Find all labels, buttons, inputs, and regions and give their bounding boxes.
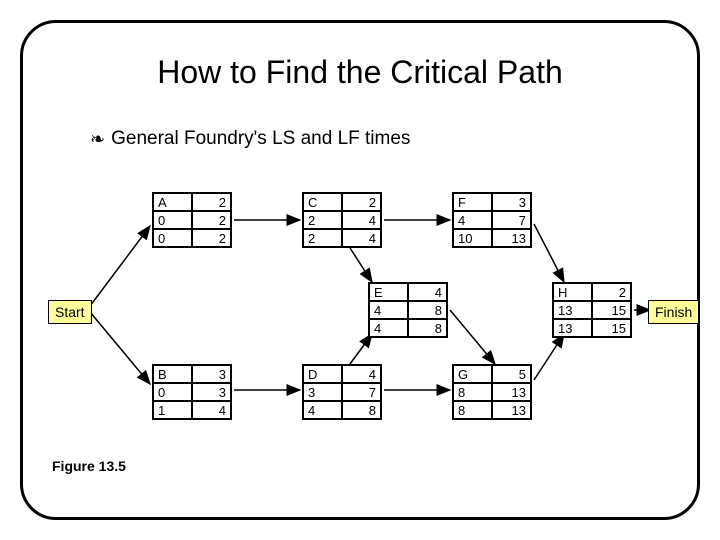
- activity-node-h: H2 1315 1315: [552, 282, 632, 338]
- figure-caption: Figure 13.5: [52, 458, 126, 474]
- activity-node-g: G5 813 813: [452, 364, 532, 420]
- node-ls: 8: [453, 401, 492, 419]
- activity-node-a: A2 02 02: [152, 192, 232, 248]
- node-lf: 13: [492, 229, 531, 247]
- activity-node-f: F3 47 1013: [452, 192, 532, 248]
- node-es: 4: [369, 301, 408, 319]
- node-lf: 4: [192, 401, 231, 419]
- activity-node-b: B3 03 14: [152, 364, 232, 420]
- node-dur: 4: [408, 283, 447, 301]
- node-ef: 15: [592, 301, 631, 319]
- node-dur: 3: [192, 365, 231, 383]
- edge-arrow: [534, 334, 564, 380]
- node-ef: 2: [192, 211, 231, 229]
- node-es: 8: [453, 383, 492, 401]
- edge-arrow: [534, 224, 564, 282]
- node-ls: 10: [453, 229, 492, 247]
- finish-node: Finish: [648, 300, 699, 324]
- node-es: 4: [453, 211, 492, 229]
- node-lf: 2: [192, 229, 231, 247]
- node-dur: 2: [192, 193, 231, 211]
- node-ls: 13: [553, 319, 592, 337]
- start-label: Start: [55, 304, 85, 320]
- node-lf: 13: [492, 401, 531, 419]
- edge-arrow: [450, 310, 495, 364]
- start-node: Start: [48, 300, 92, 324]
- edge-arrow: [350, 334, 372, 364]
- node-dur: 3: [492, 193, 531, 211]
- node-label: B: [153, 365, 192, 383]
- node-ef: 3: [192, 383, 231, 401]
- node-ef: 4: [342, 211, 381, 229]
- node-label: G: [453, 365, 492, 383]
- node-ef: 7: [342, 383, 381, 401]
- node-es: 13: [553, 301, 592, 319]
- node-ef: 7: [492, 211, 531, 229]
- node-ls: 2: [303, 229, 342, 247]
- node-ef: 13: [492, 383, 531, 401]
- node-ef: 8: [408, 301, 447, 319]
- node-ls: 1: [153, 401, 192, 419]
- node-label: F: [453, 193, 492, 211]
- node-ls: 0: [153, 229, 192, 247]
- node-dur: 2: [342, 193, 381, 211]
- edge-arrow: [90, 226, 150, 306]
- node-lf: 8: [408, 319, 447, 337]
- edge-arrow: [350, 248, 372, 282]
- node-ls: 4: [303, 401, 342, 419]
- node-es: 3: [303, 383, 342, 401]
- edge-arrow: [90, 312, 150, 384]
- finish-label: Finish: [655, 304, 692, 320]
- node-es: 0: [153, 383, 192, 401]
- node-label: E: [369, 283, 408, 301]
- node-es: 2: [303, 211, 342, 229]
- node-label: A: [153, 193, 192, 211]
- activity-node-c: C2 24 24: [302, 192, 382, 248]
- node-label: H: [553, 283, 592, 301]
- node-es: 0: [153, 211, 192, 229]
- node-label: D: [303, 365, 342, 383]
- node-ls: 4: [369, 319, 408, 337]
- node-label: C: [303, 193, 342, 211]
- node-lf: 4: [342, 229, 381, 247]
- node-dur: 2: [592, 283, 631, 301]
- node-lf: 15: [592, 319, 631, 337]
- node-dur: 5: [492, 365, 531, 383]
- activity-node-e: E4 48 48: [368, 282, 448, 338]
- node-dur: 4: [342, 365, 381, 383]
- node-lf: 8: [342, 401, 381, 419]
- activity-node-d: D4 37 48: [302, 364, 382, 420]
